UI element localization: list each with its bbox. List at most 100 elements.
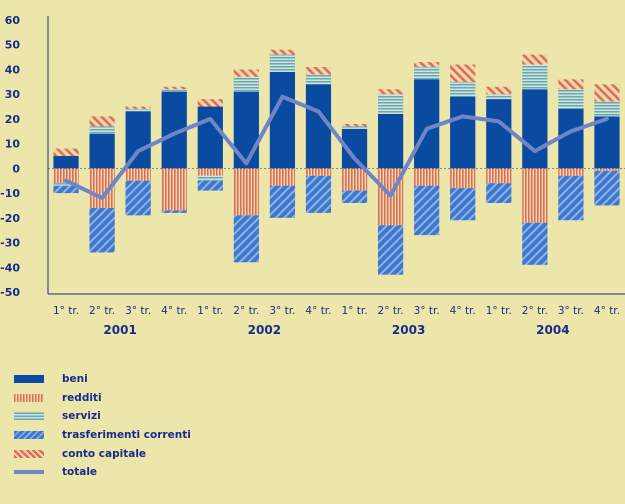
legend-swatch-redditi bbox=[14, 393, 44, 402]
bar-trasferimenti-correnti bbox=[197, 180, 223, 191]
bar-conto-capitale bbox=[305, 66, 332, 75]
point-totale bbox=[317, 110, 319, 112]
year-label: 2001 bbox=[103, 323, 136, 337]
x-axis: 1° tr. 2° tr. 3° tr. 4° tr. 1° tr. 2° tr. 3° t… bbox=[48, 293, 625, 337]
bar-beni bbox=[486, 99, 512, 169]
bar-redditi bbox=[53, 168, 79, 184]
bar-redditi bbox=[305, 168, 332, 176]
point-totale bbox=[606, 118, 608, 120]
y-tick-label: 60 bbox=[5, 14, 21, 27]
bar-beni bbox=[53, 156, 79, 169]
bar-servizi bbox=[125, 109, 151, 112]
chart-svg: 60 50 40 30 20 10 0 -10 -20 -30 -40 -50 1° tr. 2° tr… bbox=[0, 14, 625, 337]
bar-beni bbox=[233, 91, 259, 169]
bar-conto-capitale bbox=[486, 86, 512, 95]
legend-swatch-beni bbox=[14, 375, 44, 384]
x-tick-label: 3° tr. bbox=[558, 305, 584, 317]
legend-swatch-trasferimenti-correnti bbox=[14, 431, 44, 440]
point-totale bbox=[498, 120, 500, 122]
bar-servizi bbox=[486, 94, 512, 100]
bar-servizi bbox=[269, 54, 296, 72]
legend-label-trasferimenti-correnti: trasferimenti correnti bbox=[62, 429, 191, 442]
bar-redditi bbox=[522, 168, 548, 223]
y-tick-label: -50 bbox=[0, 286, 20, 299]
bar-redditi bbox=[594, 168, 620, 171]
series-line-totale bbox=[64, 94, 609, 200]
legend-swatch-servizi bbox=[14, 412, 44, 421]
bar-trasferimenti-correnti bbox=[89, 207, 115, 253]
point-totale bbox=[534, 150, 536, 152]
bar-conto-capitale bbox=[377, 89, 404, 95]
y-tick-label: 50 bbox=[5, 39, 21, 52]
bar-beni bbox=[522, 89, 548, 169]
bar-redditi bbox=[197, 168, 223, 176]
y-tick-label: 0 bbox=[12, 162, 20, 175]
year-label: 2002 bbox=[248, 323, 281, 337]
bar-conto-capitale bbox=[558, 79, 584, 90]
bar-redditi bbox=[341, 168, 368, 191]
y-tick-label: -10 bbox=[0, 187, 20, 200]
x-tick-label: 2° tr. bbox=[89, 305, 115, 317]
bar-trasferimenti-correnti bbox=[269, 185, 296, 218]
y-tick-label: -30 bbox=[0, 237, 20, 250]
bar-servizi bbox=[522, 64, 548, 90]
bar-beni bbox=[305, 84, 332, 169]
bar-conto-capitale bbox=[125, 106, 151, 110]
x-tick-label: 1° tr. bbox=[486, 305, 512, 317]
bar-trasferimenti-correnti bbox=[377, 225, 404, 275]
bar-beni bbox=[558, 109, 584, 169]
bar-trasferimenti-correnti bbox=[53, 185, 79, 194]
legend-label-servizi: servizi bbox=[62, 410, 101, 423]
bar-trasferimenti-correnti bbox=[341, 190, 368, 203]
bar-redditi bbox=[558, 168, 584, 176]
x-tick-label: 1° tr. bbox=[341, 305, 367, 317]
bar-servizi bbox=[161, 89, 187, 92]
bar-conto-capitale bbox=[594, 84, 620, 102]
bar-servizi bbox=[305, 74, 332, 85]
bar-servizi bbox=[377, 94, 404, 114]
year-label: 2003 bbox=[392, 323, 425, 337]
bar-servizi bbox=[197, 175, 223, 181]
bar-beni bbox=[450, 96, 476, 169]
x-tick-label: 4° tr. bbox=[450, 305, 476, 317]
x-tick-label: 4° tr. bbox=[305, 305, 331, 317]
point-totale bbox=[354, 157, 356, 159]
bar-conto-capitale bbox=[197, 99, 223, 107]
bar-conto-capitale bbox=[161, 86, 187, 90]
legend-item-redditi: redditi bbox=[14, 389, 191, 408]
bar-redditi bbox=[486, 168, 512, 184]
bar-trasferimenti-correnti bbox=[450, 188, 476, 221]
y-tick-label: 40 bbox=[5, 63, 21, 76]
x-tick-label: 2° tr. bbox=[522, 305, 548, 317]
bar-trasferimenti-correnti bbox=[558, 175, 584, 221]
x-tick-label: 3° tr. bbox=[269, 305, 295, 317]
bar-trasferimenti-correnti bbox=[594, 170, 620, 206]
bar-trasferimenti-correnti bbox=[233, 215, 259, 263]
legend-label-beni: beni bbox=[62, 373, 88, 386]
year-label: 2004 bbox=[536, 323, 569, 337]
bar-servizi bbox=[341, 126, 368, 129]
point-totale bbox=[390, 195, 392, 197]
point-totale bbox=[173, 133, 175, 135]
bar-trasferimenti-correnti bbox=[522, 222, 548, 265]
legend: beni redditi servizi trasferimenti corre… bbox=[14, 370, 191, 482]
x-tick-label: 4° tr. bbox=[594, 305, 620, 317]
x-tick-label: 3° tr. bbox=[125, 305, 151, 317]
bar-servizi bbox=[233, 76, 259, 92]
point-totale bbox=[137, 150, 139, 152]
legend-swatch-totale bbox=[14, 470, 44, 475]
legend-label-redditi: redditi bbox=[62, 391, 102, 404]
bar-conto-capitale bbox=[450, 64, 476, 82]
bar-beni bbox=[197, 106, 223, 169]
point-totale bbox=[462, 115, 464, 117]
legend-item-totale: totale bbox=[14, 463, 191, 482]
y-tick-label: -40 bbox=[0, 261, 20, 274]
point-totale bbox=[65, 180, 67, 182]
legend-item-conto-capitale: conto capitale bbox=[14, 444, 191, 463]
bar-beni bbox=[89, 133, 115, 169]
point-totale bbox=[209, 118, 211, 120]
y-tick-label: 30 bbox=[5, 88, 21, 101]
x-tick-label: 4° tr. bbox=[161, 305, 187, 317]
bar-redditi bbox=[269, 168, 296, 186]
y-tick-label: 20 bbox=[5, 113, 21, 126]
